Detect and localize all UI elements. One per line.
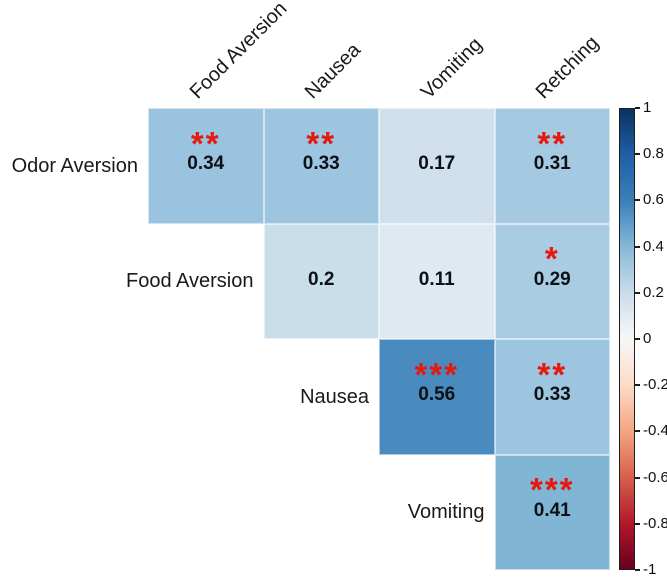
colorbar-tick (635, 199, 640, 202)
colorbar-tick (635, 384, 640, 387)
correlation-value: 0.11 (418, 268, 455, 290)
correlation-value: 0.41 (533, 499, 571, 521)
colorbar-tick (635, 569, 640, 571)
column-label: Vomiting (416, 33, 487, 104)
significance-stars: * (544, 240, 560, 278)
correlation-value: 0.31 (533, 153, 571, 175)
colorbar-tick (635, 522, 640, 525)
correlation-cell: 0.17 (379, 108, 495, 224)
correlation-value: 0.33 (533, 384, 571, 406)
colorbar-tick-label: 0.2 (643, 283, 664, 301)
colorbar-tick-label: 0.8 (643, 145, 664, 163)
colorbar: 1 0.8 0.6 0.4 0.2 0 -0.2 -0.4 -0.6 -0.8 -1 (619, 100, 667, 578)
colorbar-tick (635, 338, 640, 340)
correlation-value: 0.29 (533, 268, 571, 290)
significance-stars: ** (306, 124, 337, 162)
correlation-cell: * 0.29 (494, 223, 610, 339)
colorbar-tick-label: 0.6 (643, 191, 664, 209)
significance-stars: ** (537, 355, 568, 393)
correlation-cell: 0.11 (379, 223, 495, 339)
colorbar-tick-label: 1 (643, 99, 652, 116)
correlation-cell: ** 0.33 (494, 339, 610, 455)
colorbar-tick-label: 0 (643, 330, 652, 347)
correlation-value: 0.17 (418, 153, 456, 175)
correlation-cell: *** 0.56 (379, 339, 495, 455)
colorbar-tick-label: -0.8 (643, 514, 667, 532)
row-label: Odor Aversion (11, 154, 138, 177)
significance-stars: ** (190, 124, 221, 162)
column-label: Nausea (300, 38, 366, 104)
colorbar-gradient (619, 108, 635, 570)
colorbar-tick-label: -0.2 (643, 376, 667, 394)
correlation-cell: ** 0.33 (263, 108, 379, 224)
correlation-value: 0.56 (418, 384, 456, 406)
colorbar-tick-label: -0.4 (643, 422, 667, 440)
column-label: Retching (531, 31, 604, 104)
colorbar-tick (635, 430, 640, 433)
colorbar-tick-label: 0.4 (643, 237, 664, 255)
correlation-cell: *** 0.41 (494, 454, 610, 570)
correlation-cell: 0.2 (263, 223, 379, 339)
correlation-value: 0.2 (308, 268, 335, 290)
correlation-value: 0.34 (187, 153, 225, 175)
column-label: Food Aversion (185, 0, 292, 104)
correlation-value: 0.33 (302, 153, 340, 175)
colorbar-tick (635, 245, 640, 248)
row-label: Nausea (300, 385, 369, 408)
colorbar-tick-label: -1 (643, 561, 657, 578)
significance-stars: ** (537, 124, 568, 162)
colorbar-tick (635, 476, 640, 479)
significance-stars: *** (414, 355, 460, 393)
row-label: Food Aversion (126, 270, 254, 293)
correlation-cell: ** 0.34 (148, 108, 264, 224)
significance-stars: *** (529, 471, 575, 509)
colorbar-tick (635, 107, 640, 109)
colorbar-tick (635, 291, 640, 294)
colorbar-tick (635, 153, 640, 156)
colorbar-tick-label: -0.6 (643, 468, 667, 486)
row-label: Vomiting (407, 501, 485, 524)
correlation-cell: ** 0.31 (494, 108, 610, 224)
